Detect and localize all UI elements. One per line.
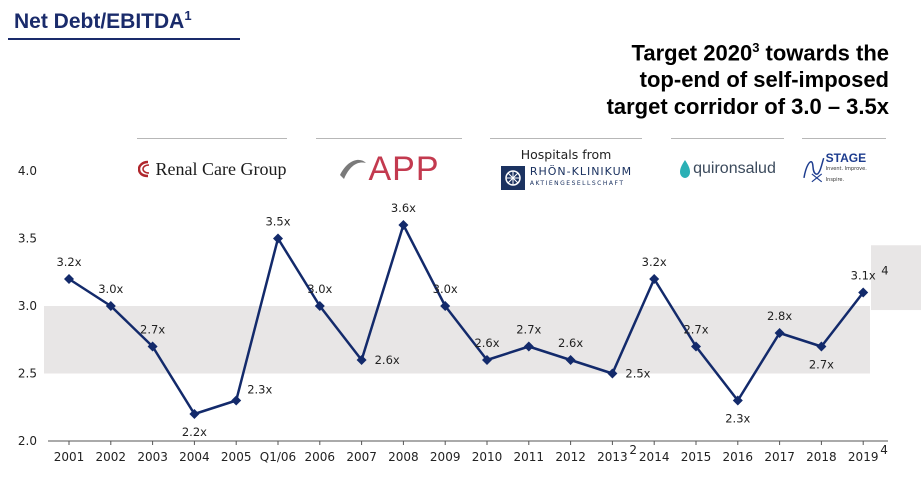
title-footnote: 1 — [184, 8, 192, 23]
data-point-marker — [523, 341, 534, 352]
page-title: Net Debt/EBITDA1 — [14, 8, 192, 33]
quiron-drop-icon — [680, 160, 691, 178]
data-point-marker — [607, 368, 618, 379]
x-tick-label: Q1/06 — [260, 450, 296, 464]
app-logo-text: APP — [368, 149, 440, 188]
renal-logo-icon — [137, 160, 149, 178]
x-tick-label: 2014 — [639, 450, 670, 464]
data-label: 3.6x — [391, 201, 416, 215]
x-tick-label: 2007 — [346, 450, 377, 464]
data-point-marker — [398, 220, 409, 230]
headline-line-3: target corridor of 3.0 – 3.5x — [606, 94, 889, 120]
data-point-marker — [774, 328, 785, 338]
data-label: 3.2x — [642, 255, 667, 269]
renal-logo-text: Renal Care Group — [155, 158, 287, 179]
data-point-marker — [565, 355, 576, 365]
headline: Target 20203 towards the top-end of self… — [607, 34, 889, 120]
data-point-marker — [732, 395, 743, 406]
data-label: 2.7x — [683, 323, 708, 337]
nxstage-tagline: Invent. Improve. Inspire. — [825, 165, 867, 183]
data-label: 3.0x — [433, 282, 458, 296]
data-label: 3.0x — [98, 282, 123, 296]
y-tick-label: 3.5 — [18, 232, 37, 246]
data-point-marker — [231, 395, 242, 406]
data-point-marker — [649, 274, 660, 284]
nxstage-logo-text: STAGE — [825, 150, 867, 165]
data-label: 2.3x — [247, 383, 272, 397]
x-tick-label: 2008 — [388, 450, 419, 464]
x-tick-label: 2019 — [848, 450, 879, 464]
x-tick-label: 2016 — [723, 450, 754, 464]
rhoen-logo-text: RHÖN-KLINIKUM — [529, 165, 633, 178]
data-label: 2.7x — [516, 323, 541, 337]
data-label: 2.6x — [375, 353, 400, 367]
logo-renal-care-group: Renal Care Group — [137, 138, 287, 199]
rhoen-emblem-icon — [500, 166, 525, 190]
data-label: 2.6x — [558, 336, 583, 350]
logo-rhoen-klinikum: Hospitals from RHÖN-KLINIKUM AKTIENGESEL… — [490, 138, 642, 199]
x-tick-label: 2006 — [305, 450, 336, 464]
data-label: 3.1x — [851, 269, 876, 283]
x-tick-label: 2015 — [681, 450, 712, 464]
x-tick-footnote: 2 — [629, 443, 637, 457]
data-label: 2.8x — [767, 309, 792, 323]
data-label: 2.2x — [182, 425, 207, 439]
title-underline — [8, 38, 240, 40]
data-label: 3.0x — [307, 282, 332, 296]
headline-line-2: top-end of self-imposed — [639, 67, 889, 93]
data-label: 2.7x — [809, 358, 834, 372]
x-tick-label: 2010 — [472, 450, 503, 464]
x-tick-label: 2004 — [179, 450, 210, 464]
data-point-marker — [356, 355, 367, 365]
data-label-footnote: 4 — [881, 264, 888, 278]
y-tick-label: 4.0 — [18, 164, 37, 178]
series-line — [68, 223, 865, 416]
x-tick-label: 2001 — [54, 450, 85, 464]
x-tick-label: 2009 — [430, 450, 461, 464]
hospitals-from-label: Hospitals from — [520, 147, 612, 162]
data-point-marker — [816, 341, 827, 352]
y-tick-label: 2.5 — [18, 367, 37, 381]
y-tick-label: 3.0 — [18, 299, 37, 313]
logo-app: APP — [316, 138, 462, 199]
x-tick-footnote: 4 — [880, 443, 888, 457]
quiron-logo-text: quironsalud — [693, 160, 776, 177]
data-point-marker — [64, 274, 74, 284]
data-label: 2.5x — [625, 367, 650, 381]
target-2020-band — [871, 245, 921, 311]
data-label: 2.6x — [474, 336, 499, 350]
data-label: 3.5x — [265, 215, 290, 229]
x-tick-label: 2013 — [597, 450, 628, 464]
x-tick-label: 2003 — [137, 450, 168, 464]
nx-script-icon — [803, 157, 825, 183]
data-point-marker — [314, 301, 325, 311]
data-point-marker — [691, 341, 701, 352]
app-swoosh-icon — [340, 159, 367, 179]
target-corridor-band — [44, 306, 870, 374]
data-point-marker — [858, 287, 869, 298]
headline-footnote: 3 — [752, 40, 760, 55]
data-label: 3.2x — [56, 255, 81, 269]
data-point-marker — [482, 355, 492, 365]
data-point-marker — [273, 233, 283, 244]
x-tick-label: 2011 — [514, 450, 545, 464]
x-tick-label: 2018 — [806, 450, 837, 464]
x-tick-label: 2002 — [96, 450, 127, 464]
logo-quironsalud: quironsalud — [671, 138, 784, 199]
headline-line-1: Target 20203 towards the — [631, 40, 889, 66]
data-point-marker — [189, 409, 200, 419]
logo-nxstage: STAGE Invent. Improve. Inspire. — [802, 138, 886, 199]
data-point-marker — [147, 341, 158, 352]
x-tick-label: 2017 — [764, 450, 795, 464]
y-tick-label: 2.0 — [18, 434, 37, 448]
data-label: 2.3x — [725, 412, 750, 426]
rhoen-logo-subtext: AKTIENGESELLSCHAFT — [529, 180, 625, 187]
x-tick-label: 2012 — [555, 450, 586, 464]
data-point-marker — [105, 301, 116, 311]
data-label: 2.7x — [140, 323, 165, 337]
x-tick-label: 2005 — [221, 450, 252, 464]
data-point-marker — [440, 301, 451, 311]
